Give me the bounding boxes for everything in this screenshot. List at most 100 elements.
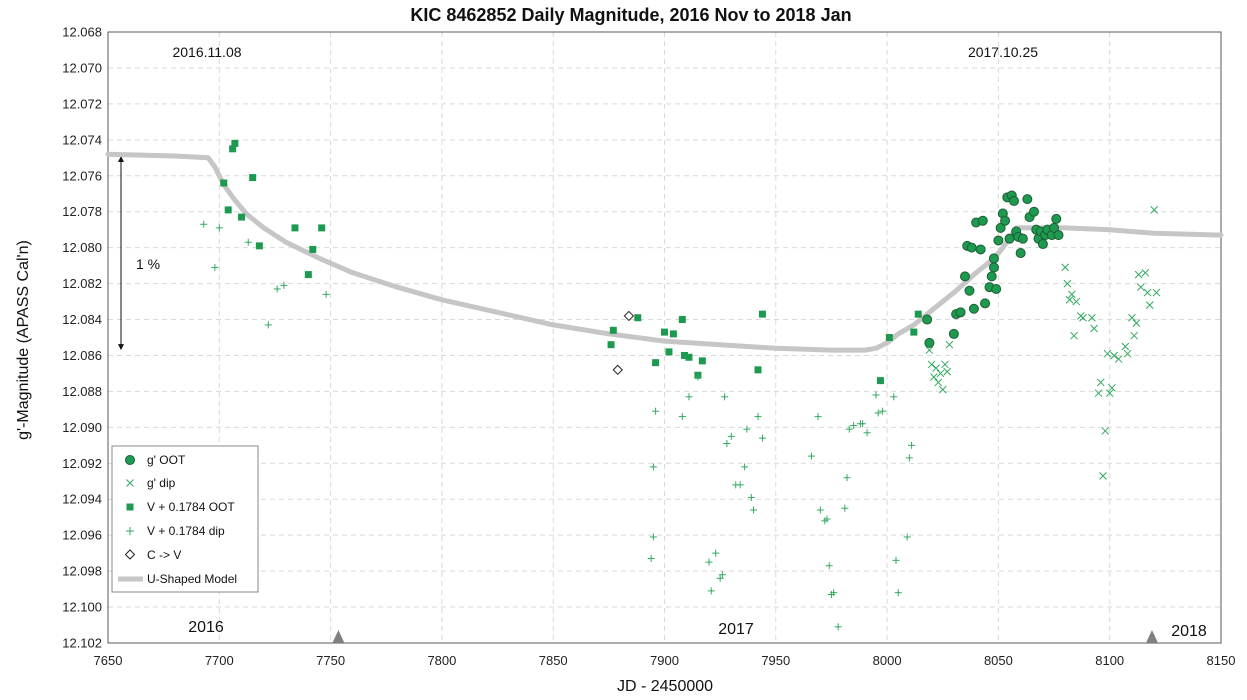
g-dip-point bbox=[1105, 389, 1114, 398]
g-dip-point bbox=[1103, 349, 1112, 358]
chart-title: KIC 8462852 Daily Magnitude, 2016 Nov to… bbox=[410, 5, 851, 25]
v-oot-point bbox=[698, 357, 706, 365]
g-oot-point bbox=[1022, 194, 1033, 205]
g-oot-point bbox=[922, 314, 933, 325]
g-dip-point bbox=[1152, 288, 1161, 297]
g-oot-point bbox=[986, 271, 997, 282]
g-dip-point bbox=[1094, 389, 1103, 398]
v-oot-point bbox=[238, 213, 246, 221]
v-dip-point bbox=[843, 474, 851, 482]
v-dip-point bbox=[845, 425, 853, 433]
plot-frame bbox=[107, 31, 1222, 644]
g-dip-point bbox=[1065, 295, 1074, 304]
one-percent-label: 1 % bbox=[136, 256, 160, 272]
legend-marker-v-dip bbox=[126, 527, 134, 535]
legend-box bbox=[111, 445, 259, 593]
year-markers bbox=[332, 630, 1158, 643]
g-dip-point bbox=[1132, 319, 1141, 327]
g-oot-point bbox=[968, 303, 979, 314]
v-oot-point bbox=[291, 224, 299, 232]
v-dip-point bbox=[723, 440, 731, 448]
g-dip-point bbox=[1079, 313, 1087, 322]
v-dip-point bbox=[244, 238, 252, 246]
x-tick-label: 7750 bbox=[316, 653, 345, 668]
g-oot-point bbox=[1004, 233, 1015, 244]
v-dip-point bbox=[718, 571, 726, 579]
g-oot-point bbox=[960, 271, 971, 282]
g-dip-point bbox=[1110, 351, 1119, 360]
y-tick-label: 12.072 bbox=[62, 96, 102, 111]
v-dip-point bbox=[754, 413, 762, 421]
g-dip-point bbox=[938, 385, 947, 394]
y-tick-label: 12.090 bbox=[62, 420, 102, 435]
g-dip-point bbox=[1070, 331, 1078, 340]
g-dip-point bbox=[1121, 342, 1130, 351]
v-dip-point bbox=[816, 506, 824, 514]
v-dip-point bbox=[647, 555, 655, 563]
g-oot-point bbox=[1000, 215, 1011, 226]
v-dip-point bbox=[200, 220, 208, 228]
v-dip-point bbox=[894, 589, 902, 597]
g-oot-point bbox=[993, 235, 1004, 246]
v-dip-point bbox=[850, 422, 858, 430]
g-dip-point bbox=[1150, 206, 1159, 214]
v-oot-point bbox=[634, 314, 642, 322]
g-dip-point bbox=[1141, 268, 1150, 277]
g-dip-point bbox=[1061, 263, 1070, 272]
y-tick-label: 12.080 bbox=[62, 240, 102, 255]
y-tick-label: 12.092 bbox=[62, 456, 102, 471]
v-oot-point bbox=[652, 359, 660, 367]
v-dip-point bbox=[322, 290, 330, 298]
g-oot-point bbox=[1008, 195, 1019, 206]
gridlines bbox=[108, 32, 1221, 643]
g-dip-point bbox=[1099, 472, 1107, 480]
v-dip-point bbox=[741, 463, 749, 471]
v-dip-point bbox=[863, 429, 871, 437]
g-dip-point bbox=[1072, 297, 1081, 306]
x-tick-label: 8150 bbox=[1207, 653, 1236, 668]
g-dip-point bbox=[1108, 383, 1116, 392]
v-oot-point bbox=[754, 366, 762, 374]
v-oot-point bbox=[255, 242, 263, 250]
g-oot-point bbox=[1051, 213, 1062, 224]
year-label-2018: 2018 bbox=[1171, 623, 1207, 640]
y-tick-label: 12.088 bbox=[62, 384, 102, 399]
year-label-2016: 2016 bbox=[188, 619, 224, 636]
y-tick-label: 12.100 bbox=[62, 600, 102, 615]
g-dip-point bbox=[932, 364, 940, 372]
g-dip-point bbox=[1101, 427, 1110, 435]
v-oot-point bbox=[678, 316, 686, 324]
v-dip-point bbox=[908, 441, 916, 449]
v-dip-point bbox=[211, 263, 219, 271]
v-dip-point bbox=[825, 562, 833, 570]
v-oot-point bbox=[220, 179, 228, 187]
g-dip-point bbox=[1137, 283, 1145, 292]
x-tick-label: 7700 bbox=[205, 653, 234, 668]
y-tick-label: 12.082 bbox=[62, 276, 102, 291]
v-dip-point bbox=[823, 515, 831, 523]
v-dip-point bbox=[727, 432, 735, 440]
v-dip-point bbox=[750, 506, 758, 514]
y-tick-label: 12.078 bbox=[62, 204, 102, 219]
x-tick-label: 8050 bbox=[984, 653, 1013, 668]
v-dip-point bbox=[649, 463, 657, 471]
g-oot-point bbox=[995, 222, 1006, 233]
g-oot-point bbox=[966, 242, 977, 253]
v-dip-point bbox=[721, 393, 729, 401]
v-oot-point bbox=[876, 377, 884, 385]
g-dip-point bbox=[1145, 301, 1154, 310]
legend-label-model: U-Shaped Model bbox=[147, 572, 237, 586]
y-tick-label: 12.070 bbox=[62, 60, 102, 75]
v-dip-point bbox=[273, 285, 281, 293]
legend-label-c-to-v: C -> V bbox=[147, 548, 181, 562]
v-oot-point bbox=[318, 224, 326, 232]
v-dip-point bbox=[736, 481, 744, 489]
y-tick-label: 12.096 bbox=[62, 528, 102, 543]
g-dip-point bbox=[1090, 324, 1098, 333]
g-dip-point bbox=[945, 340, 954, 349]
x-tick-label: 8100 bbox=[1095, 653, 1124, 668]
v-dip-point bbox=[685, 393, 693, 401]
g-dip-point bbox=[1143, 288, 1152, 297]
x-tick-label: 7800 bbox=[427, 653, 456, 668]
